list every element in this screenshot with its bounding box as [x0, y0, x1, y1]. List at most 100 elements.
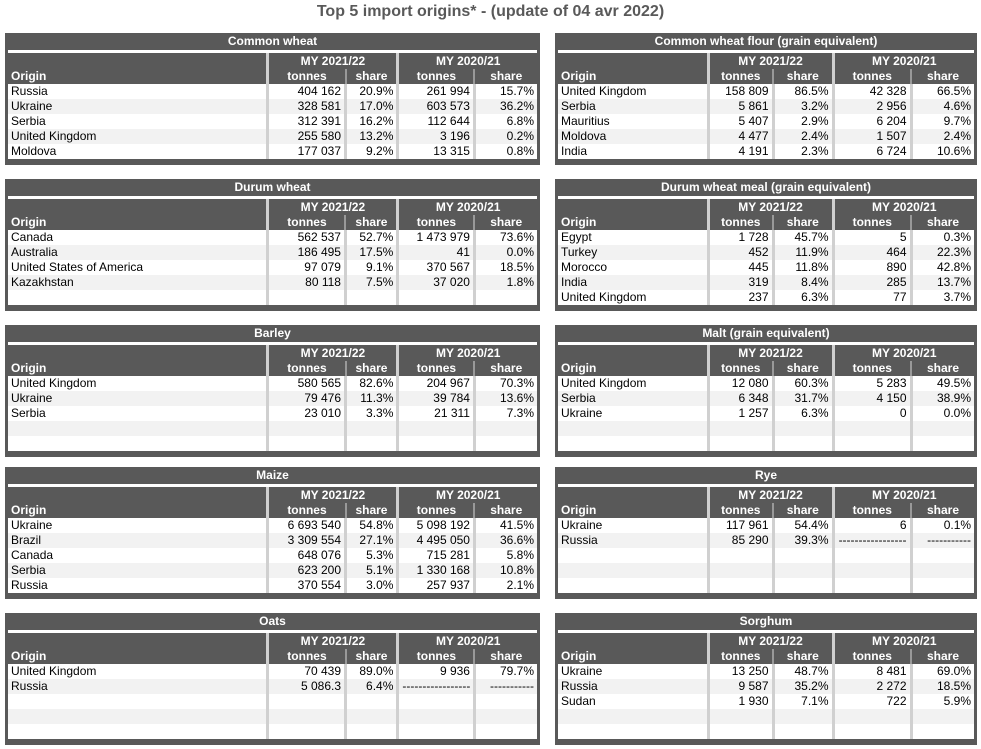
share-header: share: [772, 69, 833, 84]
share-cell: [472, 694, 537, 709]
share-cell: 69.0%: [909, 664, 974, 679]
year-header: MY 2021/22: [706, 51, 833, 69]
tonnes-header: tonnes: [831, 503, 911, 518]
share-cell: 49.5%: [909, 376, 974, 391]
origin-header: Origin: [11, 361, 47, 375]
table-row: Egypt 1 728 45.7% 5 0.3%: [558, 230, 975, 245]
share-cell: 82.6%: [344, 376, 398, 391]
share-cell: [472, 436, 537, 451]
share-cell: 13.7%: [909, 275, 975, 290]
share-cell: 45.7%: [771, 230, 833, 245]
share-cell: [771, 421, 833, 436]
table-row: [8, 436, 537, 451]
share-cell: 11.3%: [344, 391, 398, 406]
share-cell: [344, 724, 398, 739]
origin-cell: [558, 421, 708, 436]
table-rye: Rye MY 2021/22 MY 2020/21 Origin tonnes share…: [555, 467, 977, 599]
share-cell: 70.3%: [472, 376, 537, 391]
origin-cell: Serbia: [8, 563, 268, 578]
origin-cell: Ukraine: [8, 518, 268, 533]
share-cell: 36.2%: [472, 99, 537, 114]
tonnes-cell: 255 580: [266, 129, 346, 144]
origin-cell: United Kingdom: [558, 84, 708, 99]
origin-cell: [8, 709, 268, 724]
tonnes-cell: 5 861: [706, 99, 773, 114]
tonnes-cell: [266, 290, 346, 305]
year-header: MY 2020/21: [831, 197, 975, 215]
share-cell: [472, 724, 537, 739]
share-cell: 54.4%: [771, 518, 833, 533]
table-row: United States of America 97 079 9.1% 370 56…: [8, 260, 537, 275]
tonnes-cell: 285: [831, 275, 911, 290]
tonnes-cell: [266, 421, 346, 436]
tonnes-cell: [396, 709, 475, 724]
tonnes-cell: 3 309 554: [266, 533, 346, 548]
origin-header: Origin: [561, 69, 597, 83]
table-row: [558, 724, 974, 739]
tonnes-cell: [706, 578, 773, 593]
tonnes-cell: 112 644: [396, 114, 475, 129]
share-cell: 11.8%: [771, 260, 833, 275]
table-title: Oats: [8, 613, 537, 633]
tonnes-cell: 445: [706, 260, 773, 275]
share-header: share: [344, 361, 398, 376]
tonnes-cell: 85 290: [706, 533, 773, 548]
tonnes-cell: [266, 709, 346, 724]
tonnes-cell: 1 507: [831, 129, 911, 144]
origin-cell: Ukraine: [558, 664, 708, 679]
origin-cell: Ukraine: [558, 518, 708, 533]
tonnes-cell: 404 162: [266, 84, 346, 99]
origin-header: Origin: [561, 649, 597, 663]
share-cell: 22.3%: [909, 245, 975, 260]
share-cell: [343, 290, 398, 305]
tonnes-cell: 0: [831, 406, 911, 421]
share-cell: 73.6%: [472, 230, 537, 245]
share-cell: 10.6%: [909, 144, 975, 159]
table-row: United Kingdom 70 439 89.0% 9 936 79.7%: [8, 664, 537, 679]
origin-cell: Serbia: [558, 391, 708, 406]
share-cell: 7.1%: [771, 694, 833, 709]
table-row: [558, 563, 975, 578]
share-cell: 6.3%: [771, 406, 833, 421]
year-header: MY 2021/22: [706, 197, 833, 215]
origin-cell: Moldova: [558, 129, 708, 144]
share-cell: -----------: [472, 679, 537, 694]
share-cell: [771, 724, 833, 739]
tonnes-cell: 5 098 192: [396, 518, 475, 533]
tonnes-cell: 3 196: [396, 129, 475, 144]
table-row: United Kingdom 12 080 60.3% 5 283 49.5%: [558, 376, 974, 391]
table-title: Barley: [8, 325, 537, 345]
tonnes-cell: 9 936: [396, 664, 475, 679]
table-row: [558, 421, 974, 436]
tonnes-cell: 158 809: [706, 84, 773, 99]
year-header: MY 2020/21: [831, 631, 974, 649]
tonnes-cell: [706, 709, 773, 724]
origin-cell: [8, 290, 268, 305]
share-cell: 6.4%: [344, 679, 398, 694]
share-cell: [472, 290, 537, 305]
share-header: share: [344, 503, 398, 518]
table-title: Durum wheat: [8, 179, 537, 199]
tonnes-cell: 4 150: [831, 391, 911, 406]
tonnes-cell: [831, 709, 911, 724]
tonnes-cell: 257 937: [396, 578, 475, 593]
origin-cell: [558, 548, 708, 563]
table-title: Common wheat: [8, 33, 537, 53]
share-cell: 48.7%: [771, 664, 833, 679]
share-cell: [771, 578, 833, 593]
share-header: share: [910, 361, 974, 376]
table-sorghum: Sorghum MY 2021/22 MY 2020/21 Origin tonnes s…: [555, 613, 977, 745]
tonnes-cell: 452: [706, 245, 773, 260]
origin-header: Origin: [561, 503, 597, 517]
share-cell: [771, 709, 833, 724]
share-cell: 8.4%: [771, 275, 833, 290]
share-header: share: [910, 649, 974, 664]
origin-cell: Ukraine: [8, 99, 268, 114]
share-cell: 54.8%: [344, 518, 398, 533]
table-row: Sudan 1 930 7.1% 722 5.9%: [558, 694, 974, 709]
tonnes-cell: [831, 563, 911, 578]
origin-header: Origin: [11, 649, 47, 663]
tonnes-cell: 4 477: [706, 129, 773, 144]
share-cell: 3.7%: [909, 290, 975, 305]
tonnes-cell: 648 076: [266, 548, 346, 563]
